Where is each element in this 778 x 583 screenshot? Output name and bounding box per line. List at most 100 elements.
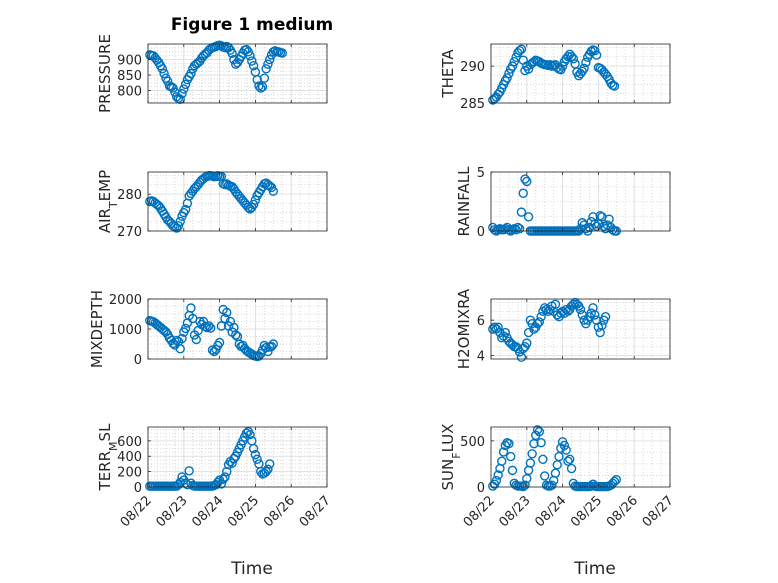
- data-point: [504, 438, 514, 449]
- data-point: [547, 480, 557, 490]
- y-tick-label: 0: [477, 225, 485, 240]
- x-tick-label: 08/27: [297, 493, 334, 530]
- data-point: [513, 222, 523, 233]
- data-point: [180, 79, 191, 90]
- data-point: [177, 88, 187, 99]
- y-tick-label: 5: [477, 166, 485, 181]
- data-point: [509, 57, 519, 67]
- data-point: [177, 333, 187, 344]
- axes-frame: [147, 426, 328, 488]
- data-point: [581, 57, 591, 68]
- data-point: [265, 459, 275, 469]
- data-point: [207, 345, 218, 355]
- data-point: [518, 481, 528, 492]
- y-tick-label: 0: [134, 353, 142, 368]
- data-point: [586, 481, 596, 491]
- y-axis-label: MIXDEPTH: [88, 290, 106, 368]
- data-point: [218, 474, 228, 485]
- x-tick-label: 08/24: [532, 493, 569, 530]
- data-point: [180, 204, 191, 215]
- data-point: [220, 313, 230, 324]
- x-tick-label: 08/23: [497, 493, 534, 530]
- subplot-6: 4 6 H2OMIXRA: [455, 288, 671, 369]
- data-point: [222, 466, 232, 477]
- axes-frame: [147, 171, 328, 232]
- data-point: [204, 321, 214, 331]
- y-axis-label: PRESSURE: [96, 34, 114, 113]
- y-tick-label: 290: [460, 60, 485, 75]
- data-point: [538, 454, 548, 465]
- data-point: [611, 474, 621, 485]
- y-tick-label: 500: [460, 435, 485, 450]
- data-point: [266, 341, 277, 352]
- data-point: [563, 51, 573, 62]
- data-point: [220, 472, 230, 482]
- data-point: [566, 51, 577, 62]
- y-tick-label: 270: [117, 225, 142, 240]
- data-point: [514, 45, 525, 56]
- y-axis-label: AIRTEMP: [96, 170, 120, 233]
- data-point: [179, 84, 189, 94]
- data-point: [263, 59, 273, 69]
- data-point: [180, 323, 191, 334]
- data-point: [563, 456, 573, 466]
- data-point: [500, 327, 511, 338]
- data-point: [250, 449, 261, 460]
- y-tick-label: 400: [117, 450, 142, 465]
- data-point: [175, 216, 185, 227]
- data-point: [247, 56, 257, 66]
- y-tick-label: 4: [477, 349, 485, 364]
- x-tick-label: 08/25: [568, 493, 605, 530]
- x-tick-label: 08/26: [261, 493, 298, 530]
- data-point: [261, 64, 271, 74]
- data-point: [205, 323, 216, 333]
- data-point: [186, 303, 196, 313]
- data-point: [523, 212, 534, 222]
- data-point: [507, 465, 518, 476]
- data-point: [263, 464, 273, 475]
- y-tick-label: 0: [134, 481, 142, 496]
- data-point: [516, 352, 527, 362]
- data-point: [532, 425, 543, 435]
- y-tick-label: 200: [117, 466, 142, 481]
- data-point: [170, 221, 180, 232]
- data-point: [243, 202, 253, 213]
- x-tick-label: 08/22: [118, 493, 155, 530]
- data-point: [261, 466, 271, 477]
- data-point: [536, 437, 546, 448]
- data-point: [268, 186, 278, 196]
- data-point: [518, 188, 528, 198]
- data-point: [248, 199, 259, 210]
- data-point: [609, 476, 620, 487]
- y-axis-label: RAINFALL: [455, 166, 473, 237]
- data-point: [534, 317, 545, 327]
- y-tick-label: 600: [117, 435, 142, 450]
- data-point: [516, 44, 527, 54]
- data-point: [248, 61, 259, 71]
- data-point: [579, 63, 589, 74]
- data-point: [159, 68, 169, 79]
- data-point: [532, 319, 543, 329]
- x-axis-label-right: Time: [573, 559, 616, 579]
- data-point: [259, 73, 270, 83]
- data-point: [256, 83, 266, 93]
- x-tick-label: 08/25: [225, 493, 262, 530]
- data-point: [525, 458, 536, 468]
- axes-frame: [490, 171, 671, 232]
- data-point: [157, 64, 168, 74]
- y-axis-label: SUNFLUX: [439, 424, 463, 491]
- y-tick-label: 280: [117, 188, 142, 203]
- data-point: [498, 447, 509, 457]
- data-point: [595, 210, 605, 221]
- data-point: [557, 61, 568, 71]
- data-point: [600, 311, 611, 322]
- y-tick-label: 0: [477, 481, 485, 496]
- figure-title: Figure 1 medium: [171, 15, 333, 35]
- y-axis-label: THETA: [439, 49, 457, 99]
- data-point: [507, 225, 518, 235]
- data-point: [575, 304, 586, 315]
